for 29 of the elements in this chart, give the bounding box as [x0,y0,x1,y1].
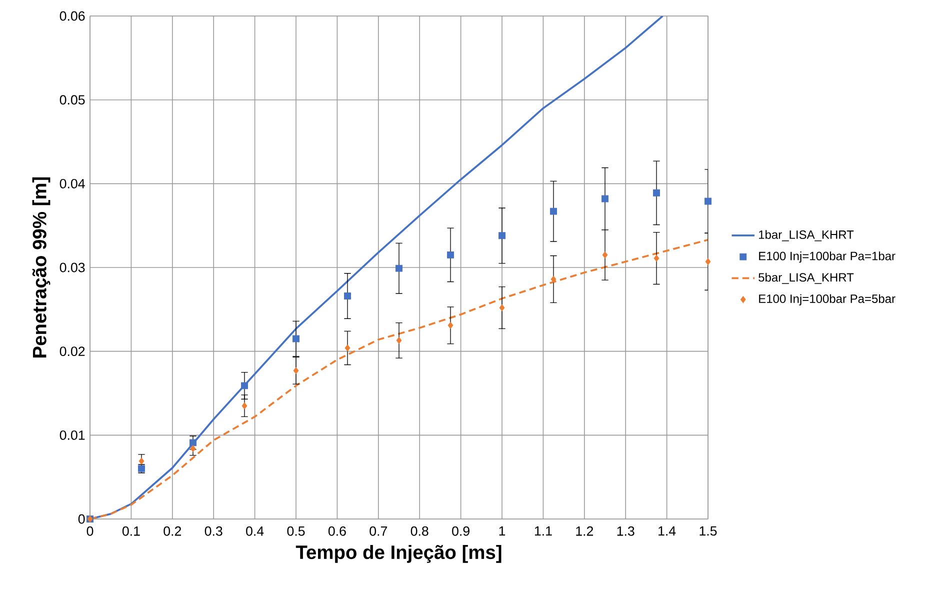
y-tick-label: 0.05 [60,95,85,105]
y-tick-label: 0 [78,514,85,524]
legend-label: E100 Inj=100bar Pa=5bar [759,294,896,306]
x-tick-label: 1.3 [617,526,634,536]
x-tick-label: 1 [499,526,506,536]
y-tick-label: 0.03 [60,262,85,272]
x-tick-label: 1.4 [658,526,676,536]
y-tick-label: 0.01 [60,430,85,440]
x-tick-label: 0.5 [287,526,305,536]
legend-label: 1bar_LISA_KHRT [759,230,854,242]
x-axis-title: Tempo de Injeção [ms] [296,544,502,563]
x-tick-label: 0.3 [204,526,222,536]
x-tick-label: 1.2 [576,526,594,536]
x-tick-label: 0.1 [122,526,140,536]
x-tick-label: 0.7 [370,526,388,536]
y-tick-label: 0.04 [60,178,85,188]
x-tick-label: 0.8 [410,526,428,536]
y-tick-label: 0.02 [60,346,85,356]
x-tick-label: 1.5 [700,526,717,536]
y-axis-title: Penetração 99% [m] [32,177,50,358]
legend-label: 5bar_LISA_KHRT [758,272,854,284]
x-tick-label: 0.6 [328,526,346,536]
x-tick-label: 0 [86,526,94,536]
x-tick-label: 1.1 [534,526,552,536]
x-tick-label: 0.4 [246,526,264,536]
y-tick-label: 0.06 [60,11,85,21]
legend-label: E100 Inj=100bar Pa=1bar [759,251,896,263]
x-tick-label: 0.2 [164,526,182,536]
x-tick-label: 0.9 [452,526,470,536]
